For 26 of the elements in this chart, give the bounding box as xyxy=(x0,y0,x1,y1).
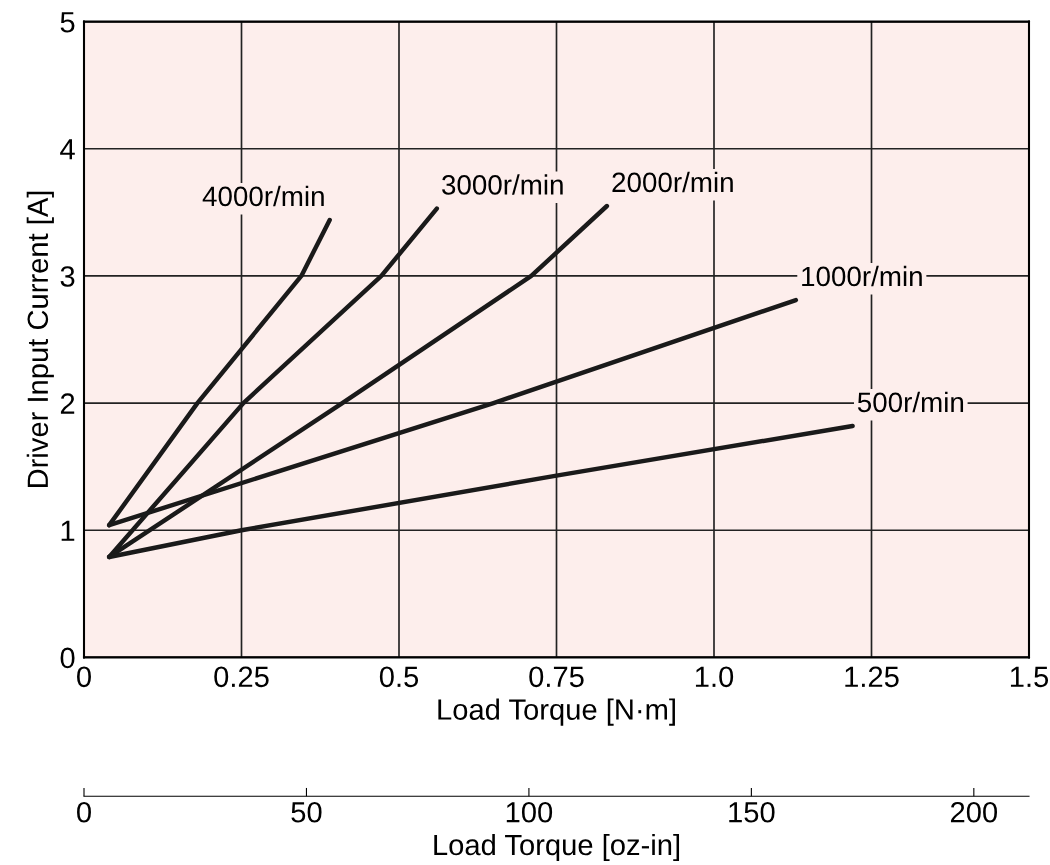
x2-tick-label: 0 xyxy=(77,801,91,823)
y-tick-label: 4 xyxy=(60,139,75,160)
series-label: 2000r/min xyxy=(612,171,733,193)
x-axis-title: Load Torque [N·m] xyxy=(438,698,675,726)
x2-tick-label: 200 xyxy=(950,801,998,823)
x2-tick-label: 150 xyxy=(729,801,775,823)
x2-tick-label: 100 xyxy=(506,801,553,823)
x-tick-label: 0 xyxy=(77,666,91,688)
x-tick-label: 1.0 xyxy=(695,666,734,688)
x-tick-label: 1.5 xyxy=(1010,666,1049,688)
series-label: 4000r/min xyxy=(202,185,324,207)
x-tick-label: 0.5 xyxy=(379,666,419,688)
x-tick-label: 0.75 xyxy=(529,666,584,688)
series-label: 500r/min xyxy=(857,391,964,413)
x-tick-label: 0.25 xyxy=(214,666,269,688)
x-tick-label: 1.25 xyxy=(845,666,899,688)
y-tick-label: 0 xyxy=(60,647,75,669)
series-label: 3000r/min xyxy=(442,174,563,195)
x2-axis-title: Load Torque [oz-in] xyxy=(434,833,680,862)
y-tick-label: 2 xyxy=(60,393,75,414)
y-tick-label: 5 xyxy=(60,12,75,33)
y-tick-label: 1 xyxy=(61,520,75,541)
x2-tick-label: 50 xyxy=(291,801,322,823)
y-axis-title: Driver Input Current [A] xyxy=(26,191,54,488)
y-tick-label: 3 xyxy=(60,266,75,287)
series-label: 1000r/min xyxy=(802,265,922,287)
